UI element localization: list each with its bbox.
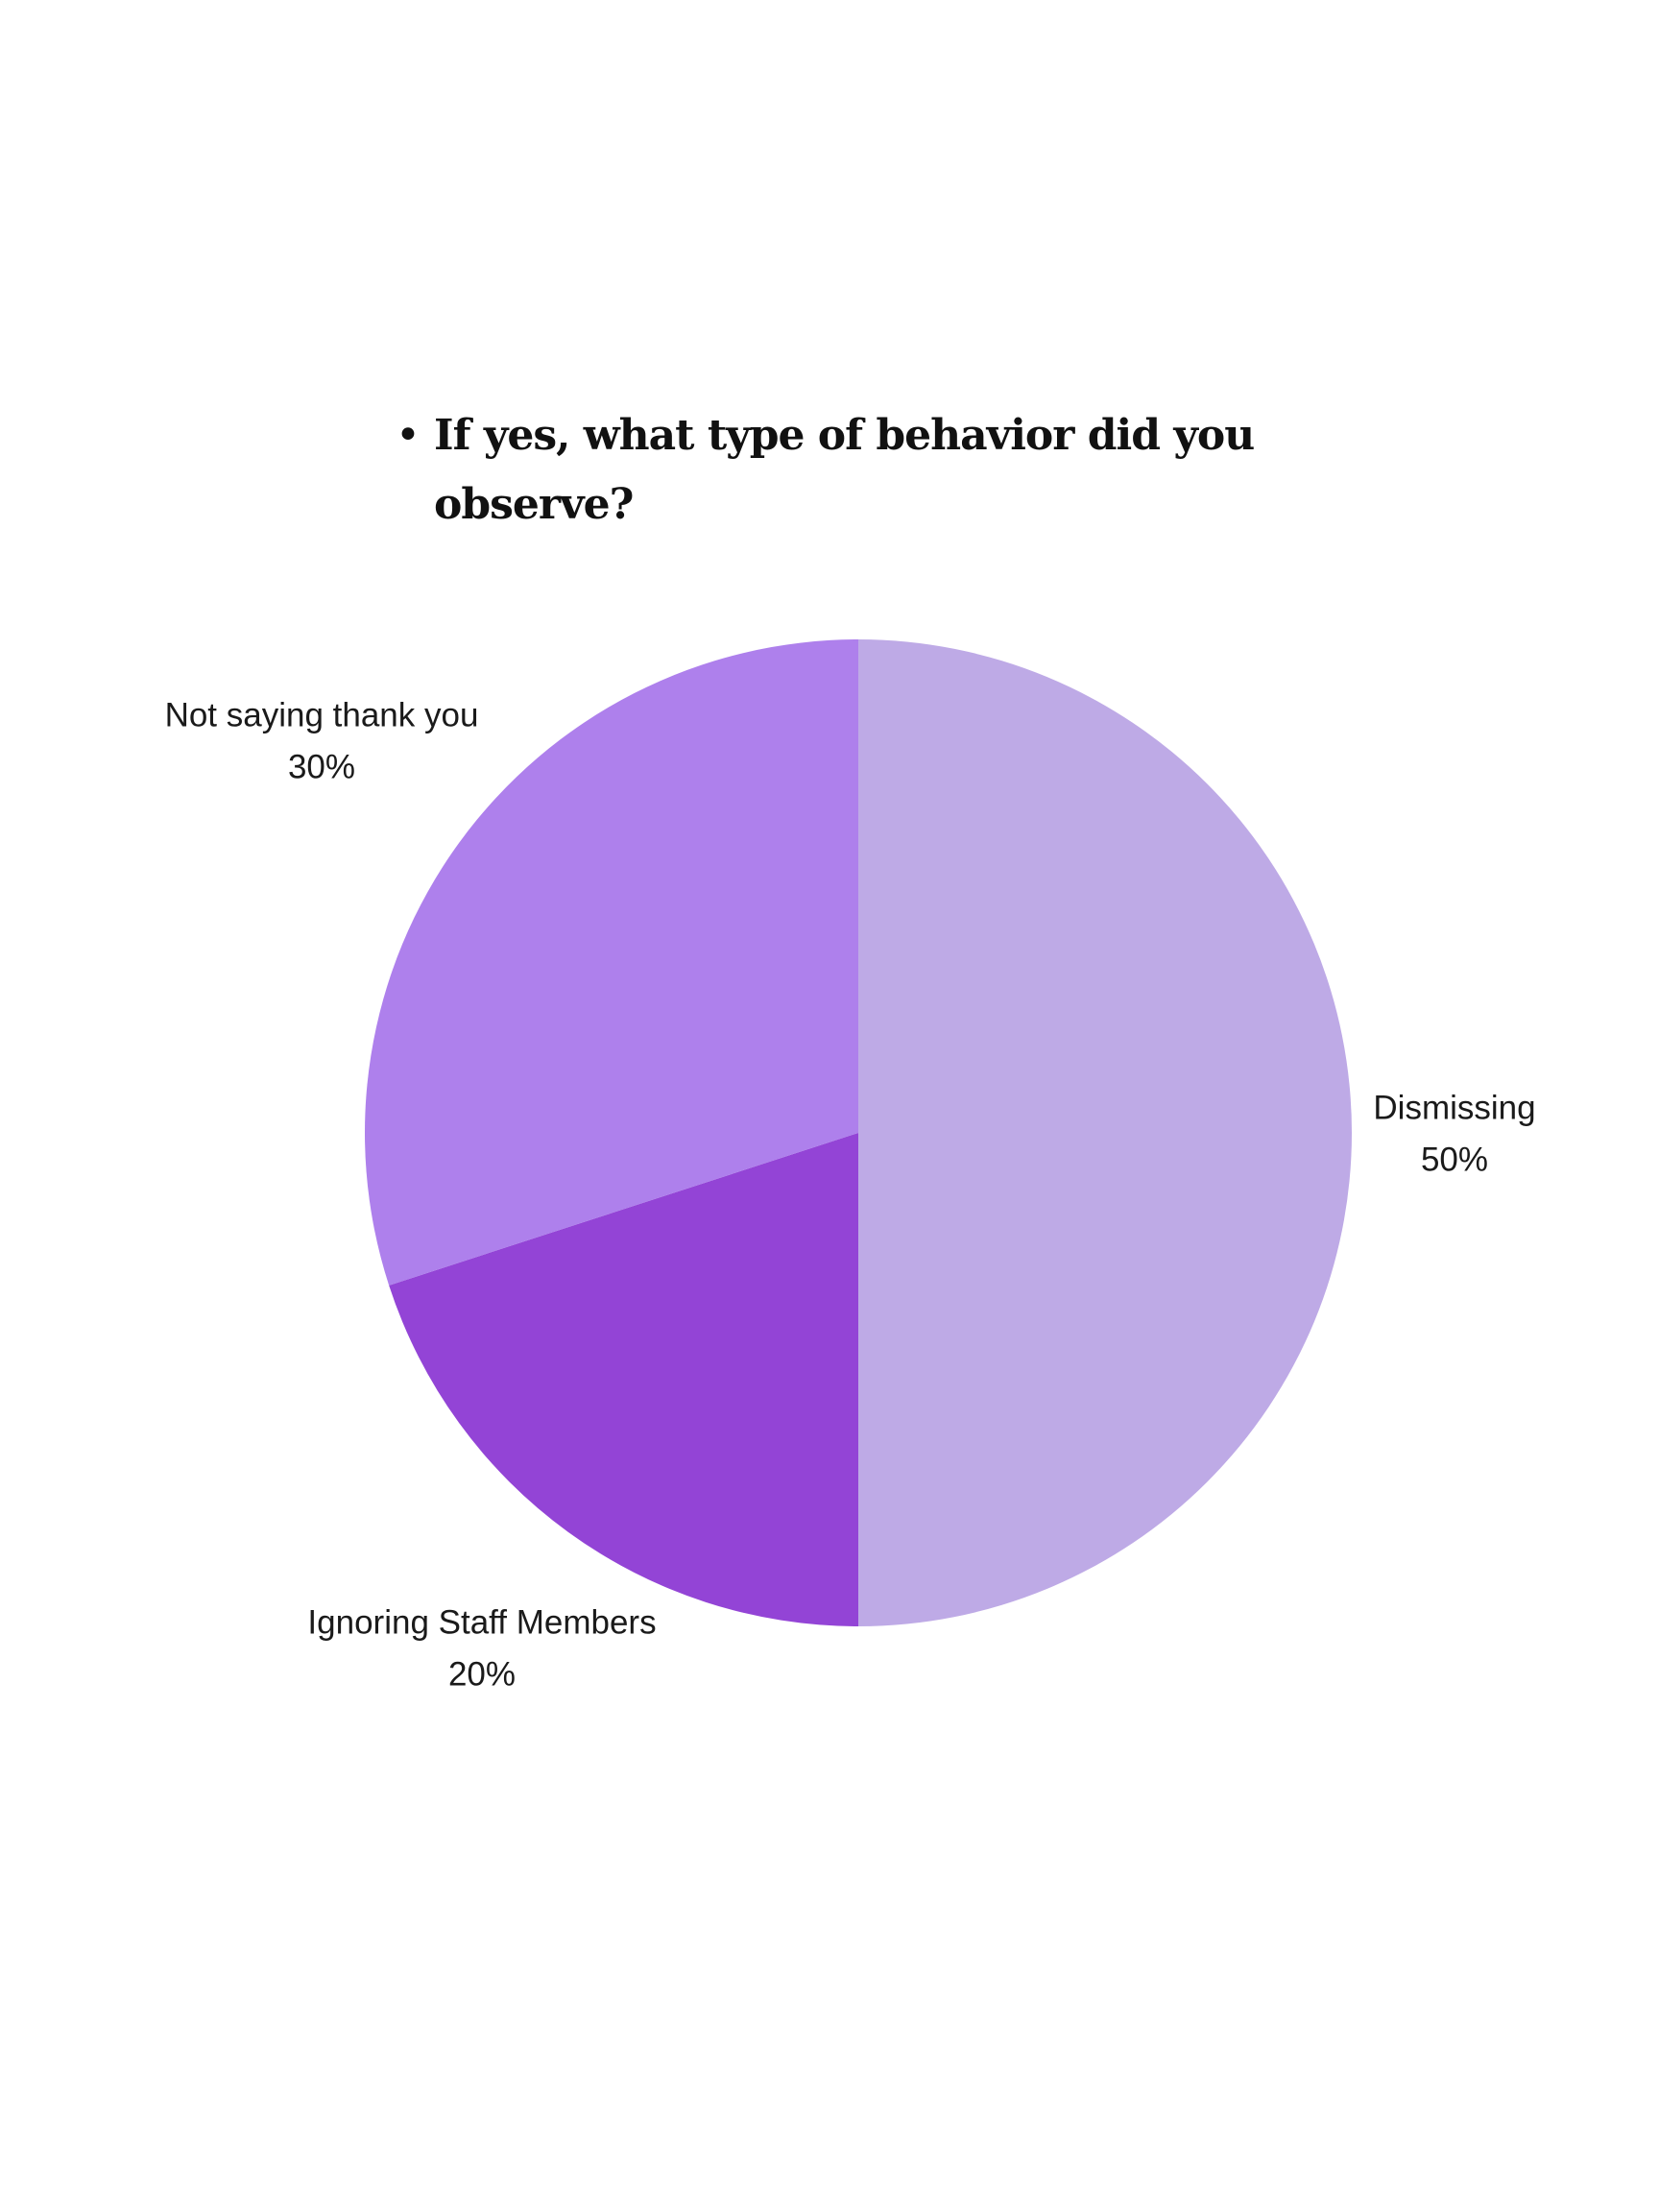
slice-value-label: 20% (448, 1655, 516, 1693)
slice-value-label: 30% (288, 748, 355, 785)
slice-label: Ignoring Staff Members (307, 1603, 656, 1641)
pie-slice-ignoring-staff-members (389, 1133, 858, 1626)
slice-label: Dismissing (1373, 1089, 1535, 1126)
pie-slice-dismissing (858, 639, 1352, 1626)
pie-slice-not-saying-thank-you (364, 639, 858, 1286)
slice-label: Not saying thank you (165, 696, 479, 733)
title-bullet: • (396, 411, 421, 460)
slice-value-label: 50% (1421, 1141, 1488, 1178)
chart-title: If yes, what type of behavior did you ob… (434, 411, 1255, 529)
